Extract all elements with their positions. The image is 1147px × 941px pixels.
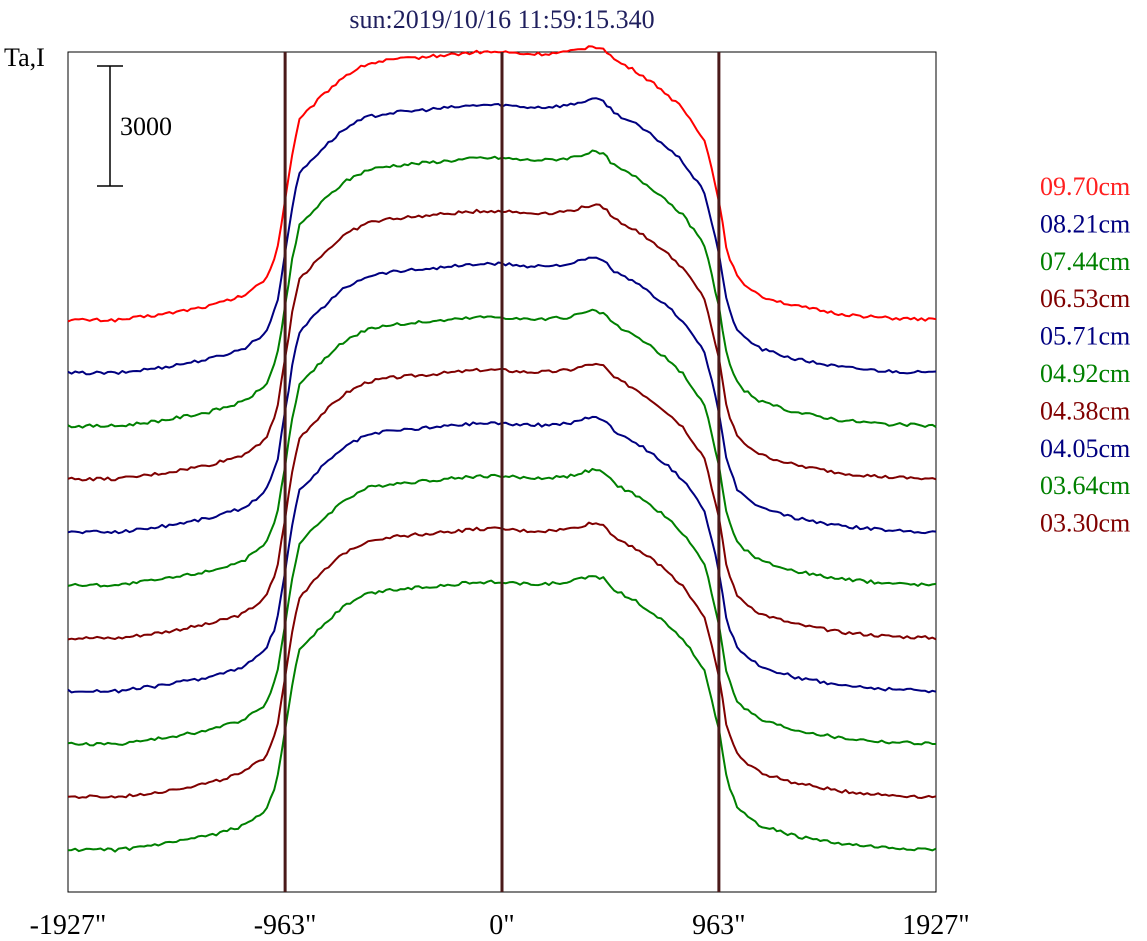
x-axis-ticks: -1927" -963" 0" 963" 1927" xyxy=(30,910,970,941)
legend-entry: 05.71cm xyxy=(1040,322,1130,351)
legend-entry: 04.92cm xyxy=(1040,359,1130,388)
legend-entry: 08.21cm xyxy=(1040,209,1130,238)
y-axis-label: Ta,I xyxy=(4,43,45,72)
x-tick-label: 1927" xyxy=(902,910,969,941)
scale-bar-label: 3000 xyxy=(120,112,172,141)
legend-entry: 09.70cm xyxy=(1040,172,1130,201)
x-tick-label: -963" xyxy=(254,910,317,941)
legend-entry: 03.30cm xyxy=(1040,509,1130,538)
legend-entry: 03.64cm xyxy=(1040,471,1130,500)
x-tick-label: -1927" xyxy=(30,910,107,941)
legend-entry: 04.38cm xyxy=(1040,396,1130,425)
x-tick-label: 0" xyxy=(489,910,514,941)
scale-bar: 3000 xyxy=(97,65,172,187)
reference-lines xyxy=(283,52,721,892)
legend-entry: 06.53cm xyxy=(1040,284,1130,313)
legend-entry: 07.44cm xyxy=(1040,247,1130,276)
chart-title: sun:2019/10/16 11:59:15.340 xyxy=(349,5,654,34)
legend: 09.70cm 08.21cm 07.44cm 06.53cm 05.71cm 04.92… xyxy=(1040,172,1130,538)
x-tick-label: 963" xyxy=(692,910,745,941)
legend-entry: 04.05cm xyxy=(1040,434,1130,463)
